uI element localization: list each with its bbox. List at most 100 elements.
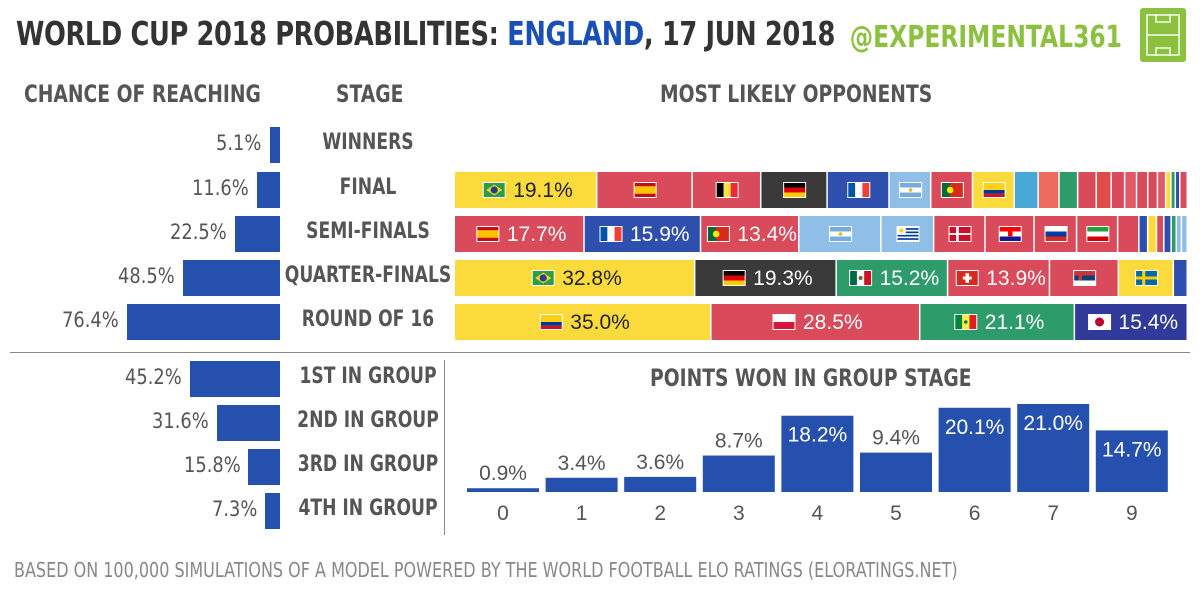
points-value-label: 21.0%	[1023, 412, 1083, 435]
stage-label: ROUND OF 16	[301, 307, 435, 332]
flag-icon	[772, 314, 796, 330]
opponent-segment	[1182, 216, 1187, 252]
points-bar	[1017, 404, 1090, 492]
flag-icon	[783, 182, 807, 198]
opponent-segment: 15.4%	[1075, 304, 1187, 340]
opponent-segment	[1148, 216, 1156, 252]
stage-label: QUARTER-FINALS	[284, 263, 452, 288]
opponent-segment	[1180, 172, 1187, 208]
opponent-value-label: 15.4%	[1119, 311, 1179, 334]
flag-icon	[599, 226, 623, 242]
opponent-segment	[931, 172, 972, 208]
opponents-header: MOST LIKELY OPPONENTS	[660, 80, 933, 108]
flag-icon	[940, 182, 964, 198]
opponent-segment: 35.0%	[455, 304, 711, 340]
opponent-segment: 19.3%	[695, 260, 836, 296]
points-header: POINTS WON IN GROUP STAGE	[650, 364, 972, 392]
opponent-segment	[985, 216, 1034, 252]
flag-icon	[896, 226, 920, 242]
opponent-segment	[1139, 216, 1147, 252]
stage-label: 3RD IN GROUP	[297, 452, 439, 477]
opponent-segment	[1177, 216, 1181, 252]
chance-value-label: 15.8%	[183, 453, 241, 477]
chance-bar	[256, 172, 280, 208]
stage-label: WINNERS	[322, 130, 414, 155]
column-divider	[444, 360, 445, 535]
section-divider	[10, 352, 1190, 353]
opponent-segment	[1137, 172, 1147, 208]
points-value-label: 3.6%	[636, 451, 684, 474]
flag-icon	[899, 182, 923, 198]
opponent-segment	[597, 172, 692, 208]
chance-bar	[127, 304, 280, 340]
points-bar	[624, 476, 697, 492]
opponent-segment: 13.9%	[948, 260, 1049, 296]
points-value-label: 14.7%	[1102, 438, 1162, 461]
opponent-segment	[1157, 216, 1164, 252]
opponent-segment	[1171, 172, 1175, 208]
points-category-label: 4	[812, 502, 824, 525]
opponent-segment: 13.4%	[701, 216, 799, 252]
opponent-segment	[1176, 172, 1180, 208]
flag-icon	[1135, 270, 1159, 286]
points-category-label: 9	[1126, 502, 1138, 525]
opponent-segment	[889, 172, 930, 208]
opponent-value-label: 15.9%	[630, 223, 690, 246]
opponent-value-label: 13.9%	[986, 267, 1046, 290]
twitter-handle[interactable]: @EXPERIMENTAL361	[849, 20, 1122, 55]
opponent-segment	[1148, 172, 1157, 208]
opponent-value-label: 17.7%	[507, 223, 567, 246]
opponent-segment: 32.8%	[455, 260, 694, 296]
flag-icon	[954, 314, 978, 330]
footnote: BASED ON 100,000 SIMULATIONS OF A MODEL …	[14, 558, 958, 582]
opponent-segment	[1164, 216, 1171, 252]
opponent-segment	[1158, 172, 1165, 208]
stage-label: 1ST IN GROUP	[299, 364, 437, 389]
chance-bar	[189, 361, 280, 397]
opponent-segment	[1166, 172, 1171, 208]
title-main: WORLD CUP 2018 PROBABILITIES:	[16, 14, 508, 53]
points-bar	[702, 455, 775, 492]
page-title: WORLD CUP 2018 PROBABILITIES: ENGLAND, 1…	[16, 14, 835, 53]
opponent-segment	[1050, 260, 1118, 296]
opponent-segment	[1059, 172, 1077, 208]
opponent-segment	[692, 172, 760, 208]
points-category-label: 6	[969, 502, 981, 525]
points-category-label: 0	[497, 502, 509, 525]
points-value-label: 20.1%	[945, 416, 1005, 439]
stage-label: FINAL	[339, 175, 397, 200]
opponent-segment	[1097, 172, 1111, 208]
opponent-value-label: 21.1%	[985, 311, 1045, 334]
opponent-segment	[934, 216, 985, 252]
football-pitch-icon	[1140, 8, 1186, 62]
opponent-value-label: 35.0%	[570, 311, 630, 334]
flag-icon	[948, 226, 972, 242]
flag-icon	[847, 182, 871, 198]
flag-icon	[715, 182, 739, 198]
flag-icon	[1088, 314, 1112, 330]
stage-label: SEMI-FINALS	[306, 219, 430, 244]
flag-icon	[476, 226, 500, 242]
opponent-segment	[1171, 216, 1176, 252]
chance-value-label: 48.5%	[118, 264, 175, 288]
points-bar	[860, 452, 932, 492]
opponent-segment: 21.1%	[920, 304, 1074, 340]
opponent-segment	[1118, 216, 1139, 252]
opponent-segment	[1034, 216, 1076, 252]
opponent-segment	[1111, 172, 1124, 208]
opponent-value-label: 13.4%	[737, 223, 797, 246]
chance-value-label: 76.4%	[62, 308, 120, 332]
opponent-value-label: 19.3%	[753, 267, 813, 290]
chance-bar	[235, 216, 280, 252]
flag-icon	[722, 270, 746, 286]
opponent-segment	[1015, 172, 1038, 208]
opponent-value-label: 19.1%	[513, 179, 573, 202]
title-date: , 17 JUN 2018	[643, 14, 835, 53]
chance-bar	[216, 405, 280, 441]
points-bar	[467, 488, 539, 492]
points-category-label: 2	[654, 502, 666, 525]
chance-value-label: 7.3%	[212, 497, 258, 521]
flag-icon	[829, 226, 853, 242]
stage-header: STAGE	[336, 80, 404, 108]
